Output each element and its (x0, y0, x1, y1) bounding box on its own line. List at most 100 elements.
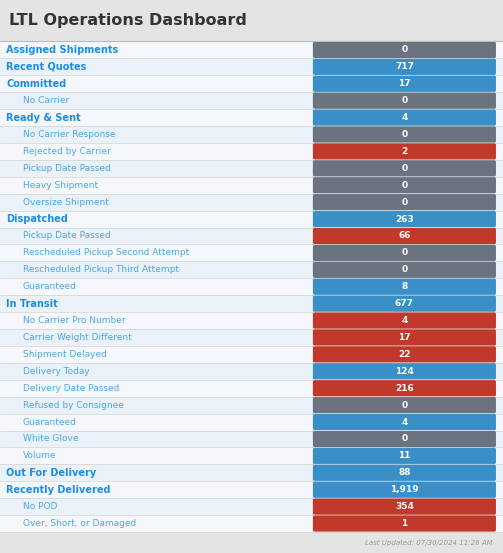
FancyBboxPatch shape (0, 278, 503, 295)
Text: 17: 17 (398, 333, 411, 342)
FancyBboxPatch shape (0, 92, 503, 109)
Text: No Carrier Pro Number: No Carrier Pro Number (23, 316, 125, 325)
FancyBboxPatch shape (313, 194, 496, 210)
FancyBboxPatch shape (0, 295, 503, 312)
FancyBboxPatch shape (313, 295, 496, 312)
FancyBboxPatch shape (313, 312, 496, 328)
Text: Rescheduled Pickup Third Attempt: Rescheduled Pickup Third Attempt (23, 265, 179, 274)
FancyBboxPatch shape (0, 75, 503, 92)
Text: 11: 11 (398, 451, 410, 460)
FancyBboxPatch shape (0, 41, 503, 59)
FancyBboxPatch shape (0, 346, 503, 363)
Text: 354: 354 (395, 502, 414, 511)
Text: Out For Delivery: Out For Delivery (6, 468, 96, 478)
FancyBboxPatch shape (0, 227, 503, 244)
Text: 0: 0 (401, 248, 407, 257)
Text: Recently Delivered: Recently Delivered (6, 484, 111, 495)
Text: Dispatched: Dispatched (6, 214, 68, 224)
Text: 1,919: 1,919 (390, 485, 418, 494)
FancyBboxPatch shape (0, 329, 503, 346)
FancyBboxPatch shape (313, 414, 496, 430)
FancyBboxPatch shape (0, 194, 503, 211)
Text: Last Updated: 07/30/2024 11:26 AM: Last Updated: 07/30/2024 11:26 AM (365, 539, 493, 546)
FancyBboxPatch shape (313, 92, 496, 109)
FancyBboxPatch shape (0, 363, 503, 380)
Text: 4: 4 (401, 418, 407, 426)
FancyBboxPatch shape (313, 59, 496, 75)
FancyBboxPatch shape (313, 465, 496, 481)
FancyBboxPatch shape (313, 515, 496, 531)
FancyBboxPatch shape (0, 465, 503, 481)
FancyBboxPatch shape (313, 482, 496, 498)
Text: No POD: No POD (23, 502, 57, 511)
Text: No Carrier: No Carrier (23, 96, 69, 105)
Text: Rejected by Carrier: Rejected by Carrier (23, 147, 110, 156)
Text: Recent Quotes: Recent Quotes (6, 62, 87, 72)
FancyBboxPatch shape (0, 515, 503, 532)
Text: 677: 677 (395, 299, 414, 308)
Text: 263: 263 (395, 215, 414, 223)
Text: 0: 0 (401, 45, 407, 54)
FancyBboxPatch shape (0, 380, 503, 397)
FancyBboxPatch shape (313, 177, 496, 194)
Text: Volume: Volume (23, 451, 56, 460)
Text: 4: 4 (401, 316, 407, 325)
FancyBboxPatch shape (0, 414, 503, 430)
FancyBboxPatch shape (313, 448, 496, 464)
Text: 0: 0 (401, 96, 407, 105)
FancyBboxPatch shape (313, 397, 496, 413)
FancyBboxPatch shape (313, 380, 496, 397)
FancyBboxPatch shape (313, 431, 496, 447)
Text: 8: 8 (401, 282, 407, 291)
FancyBboxPatch shape (313, 245, 496, 261)
FancyBboxPatch shape (313, 143, 496, 159)
FancyBboxPatch shape (313, 42, 496, 58)
FancyBboxPatch shape (0, 532, 503, 553)
FancyBboxPatch shape (313, 76, 496, 92)
Text: Ready & Sent: Ready & Sent (6, 113, 80, 123)
FancyBboxPatch shape (0, 447, 503, 465)
FancyBboxPatch shape (313, 109, 496, 126)
FancyBboxPatch shape (313, 279, 496, 295)
Text: 88: 88 (398, 468, 410, 477)
Text: 1: 1 (401, 519, 407, 528)
Text: 0: 0 (401, 265, 407, 274)
Text: 17: 17 (398, 79, 411, 88)
Text: Pickup Date Passed: Pickup Date Passed (23, 164, 110, 173)
Text: Assigned Shipments: Assigned Shipments (6, 45, 118, 55)
Text: 66: 66 (398, 232, 410, 241)
Text: In Transit: In Transit (6, 299, 58, 309)
Text: Over, Short, or Damaged: Over, Short, or Damaged (23, 519, 136, 528)
FancyBboxPatch shape (313, 228, 496, 244)
FancyBboxPatch shape (0, 211, 503, 227)
FancyBboxPatch shape (313, 127, 496, 143)
Text: 0: 0 (401, 164, 407, 173)
Text: 2: 2 (401, 147, 407, 156)
Text: 22: 22 (398, 350, 410, 359)
Text: Carrier Weight Different: Carrier Weight Different (23, 333, 131, 342)
Text: 717: 717 (395, 62, 414, 71)
FancyBboxPatch shape (0, 481, 503, 498)
Text: 4: 4 (401, 113, 407, 122)
FancyBboxPatch shape (0, 143, 503, 160)
FancyBboxPatch shape (0, 262, 503, 278)
Text: 0: 0 (401, 400, 407, 410)
Text: Shipment Delayed: Shipment Delayed (23, 350, 107, 359)
FancyBboxPatch shape (0, 430, 503, 447)
FancyBboxPatch shape (0, 160, 503, 177)
Text: 0: 0 (401, 130, 407, 139)
FancyBboxPatch shape (0, 397, 503, 414)
Text: Oversize Shipment: Oversize Shipment (23, 197, 109, 207)
Text: Delivery Date Passed: Delivery Date Passed (23, 384, 119, 393)
FancyBboxPatch shape (313, 330, 496, 346)
Text: 216: 216 (395, 384, 414, 393)
Text: No Carrier Response: No Carrier Response (23, 130, 115, 139)
Text: Heavy Shipment: Heavy Shipment (23, 181, 98, 190)
Text: Refused by Consignee: Refused by Consignee (23, 400, 124, 410)
FancyBboxPatch shape (313, 160, 496, 176)
FancyBboxPatch shape (313, 498, 496, 515)
FancyBboxPatch shape (313, 363, 496, 379)
FancyBboxPatch shape (0, 312, 503, 329)
FancyBboxPatch shape (0, 59, 503, 75)
FancyBboxPatch shape (0, 0, 503, 41)
